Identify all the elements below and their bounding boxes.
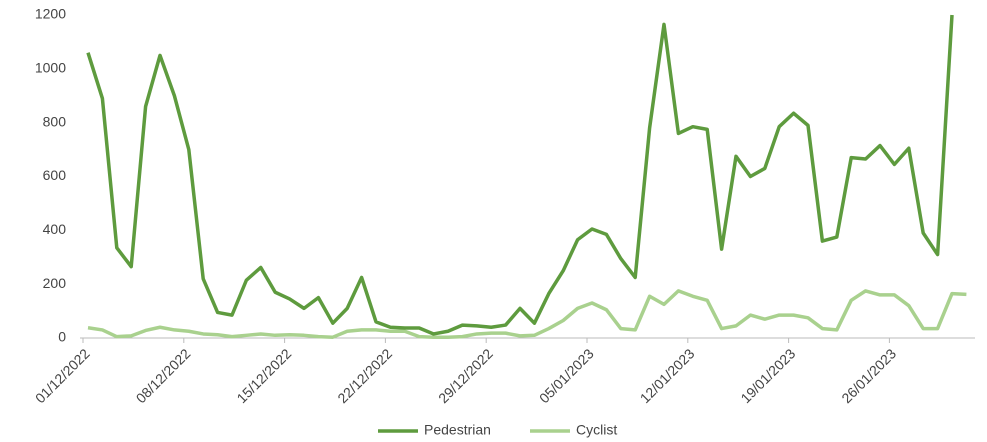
x-tick-label: 12/01/2023 (637, 345, 698, 406)
x-tick-label: 29/12/2022 (435, 345, 496, 406)
x-tick-label: 26/01/2023 (838, 345, 899, 406)
y-tick-label: 800 (43, 113, 67, 129)
x-tick-label: 08/12/2022 (133, 345, 194, 406)
y-tick-label: 400 (43, 221, 67, 237)
series-line (87, 289, 967, 339)
y-tick-label: 0 (58, 329, 66, 345)
y-tick-label: 600 (43, 167, 67, 183)
x-tick-label: 19/01/2023 (737, 345, 798, 406)
legend-label: Pedestrian (424, 422, 491, 438)
y-tick-label: 200 (43, 275, 67, 291)
y-tick-label: 1200 (35, 6, 66, 22)
x-tick-label: 22/12/2022 (334, 345, 395, 406)
x-tick-label: 01/12/2022 (32, 345, 93, 406)
legend-label: Cyclist (576, 422, 617, 438)
x-tick-label: 15/12/2022 (233, 345, 294, 406)
x-tick-label: 05/01/2023 (536, 345, 597, 406)
series-line (86, 14, 954, 336)
y-tick-label: 1000 (35, 60, 66, 76)
